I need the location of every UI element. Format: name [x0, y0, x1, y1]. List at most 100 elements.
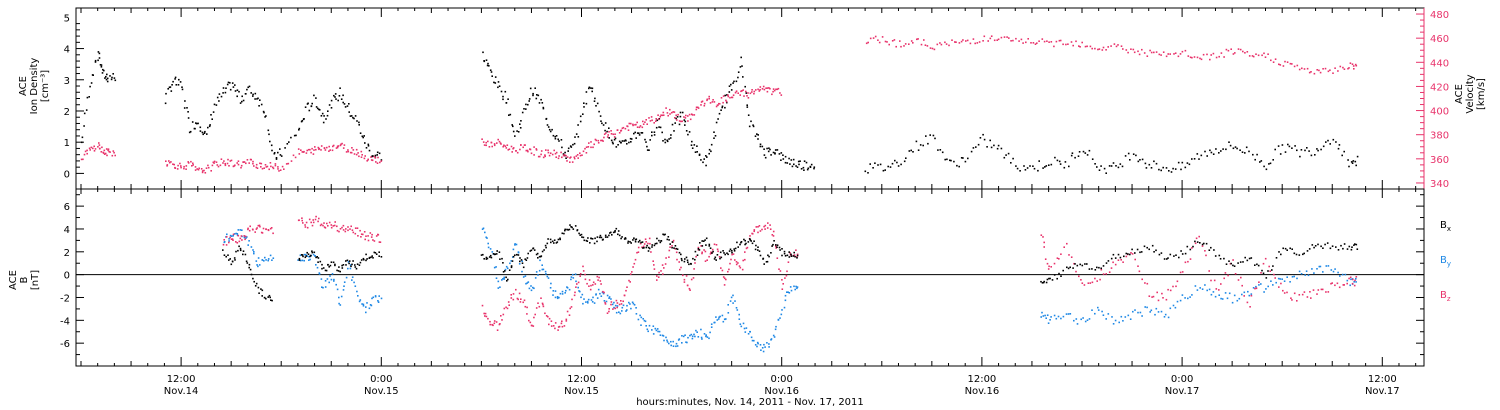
velocity-point [277, 168, 279, 170]
density-point [608, 137, 610, 139]
bx-point [796, 254, 799, 257]
bz-point [658, 271, 660, 274]
velocity-point [506, 144, 509, 146]
bx-point [726, 252, 728, 254]
by-point [710, 326, 713, 328]
velocity-point [1191, 56, 1193, 59]
bz-point [606, 312, 609, 314]
density-point [247, 86, 249, 89]
bx-point [1074, 263, 1076, 265]
bz-point [586, 282, 588, 285]
velocity-point [192, 162, 194, 165]
velocity-point [727, 95, 730, 98]
by-point [759, 344, 762, 346]
bx-point [734, 247, 737, 250]
by-point [1260, 283, 1262, 285]
by-point [1206, 289, 1208, 292]
by-point [372, 296, 375, 299]
velocity-point [1301, 67, 1303, 70]
x-tick-day-label: Nov.16 [764, 386, 799, 397]
velocity-point [507, 149, 510, 151]
density-point [343, 103, 346, 105]
density-point [490, 71, 493, 73]
by-point [538, 269, 541, 272]
velocity-point [168, 160, 170, 162]
by-point [1163, 316, 1166, 318]
bx-point [1146, 246, 1148, 249]
bx-point [1199, 242, 1201, 244]
bx-point [345, 264, 347, 266]
velocity-point [364, 155, 366, 157]
velocity-point [352, 149, 355, 151]
by-point [303, 253, 306, 256]
by-point [579, 290, 581, 293]
bx-point [604, 236, 607, 238]
density-point [555, 135, 558, 137]
bz-point [244, 235, 247, 238]
bx-point [598, 236, 601, 239]
by-point [335, 283, 337, 286]
bz-point [1156, 291, 1158, 294]
velocity-point [219, 164, 222, 167]
bx-point [269, 296, 271, 299]
bz-point [1249, 306, 1251, 308]
bz-point [492, 324, 494, 327]
bx-point [580, 233, 583, 236]
velocity-point [575, 155, 578, 157]
density-point [320, 115, 323, 117]
density-point [528, 100, 530, 102]
density-point [788, 157, 790, 160]
density-point [668, 138, 670, 140]
bx-point [733, 248, 735, 250]
by-point [1044, 314, 1046, 317]
bz-point [694, 262, 696, 264]
density-point [932, 134, 935, 137]
by-point [643, 319, 646, 322]
by-point [611, 303, 614, 306]
by-point [585, 301, 587, 303]
bz-point [633, 262, 636, 265]
velocity-point [1127, 51, 1129, 54]
density-point [330, 107, 333, 109]
velocity-point [1003, 36, 1006, 38]
density-point [225, 87, 227, 89]
by-point [615, 311, 618, 314]
velocity-point [759, 86, 762, 88]
velocity-point [1062, 43, 1064, 46]
bx-point [1088, 268, 1091, 270]
bx-point [686, 259, 689, 262]
velocity-point [339, 144, 342, 147]
by-point [1204, 284, 1206, 286]
bz-point [1355, 276, 1358, 278]
bz-point [732, 253, 735, 255]
density-point [925, 135, 927, 137]
density-point [183, 107, 186, 109]
bx-point [1225, 263, 1228, 265]
bx-point [521, 262, 524, 264]
bx-point [666, 238, 669, 241]
by-point [610, 298, 612, 300]
density-point [112, 73, 114, 75]
by-point [257, 265, 259, 268]
bz-point [708, 255, 710, 258]
bx-point [585, 239, 588, 242]
by-point [1067, 313, 1070, 315]
by-point [340, 295, 343, 298]
by-point [590, 299, 593, 301]
bx-point [322, 267, 325, 269]
velocity-point [1055, 40, 1058, 43]
bx-point [713, 258, 716, 260]
bz-point [709, 253, 712, 255]
velocity-point [488, 146, 491, 148]
bottom-left-tick-label: -4 [60, 316, 70, 327]
by-point [525, 282, 527, 285]
velocity-point [1070, 41, 1073, 43]
bz-point [612, 308, 614, 310]
density-point [545, 117, 548, 120]
density-point [241, 95, 243, 98]
x-tick-time-label: 0:00 [770, 374, 792, 385]
density-point [541, 102, 544, 104]
bz-point [561, 320, 563, 323]
bx-point [360, 259, 363, 261]
velocity-point [373, 155, 376, 158]
